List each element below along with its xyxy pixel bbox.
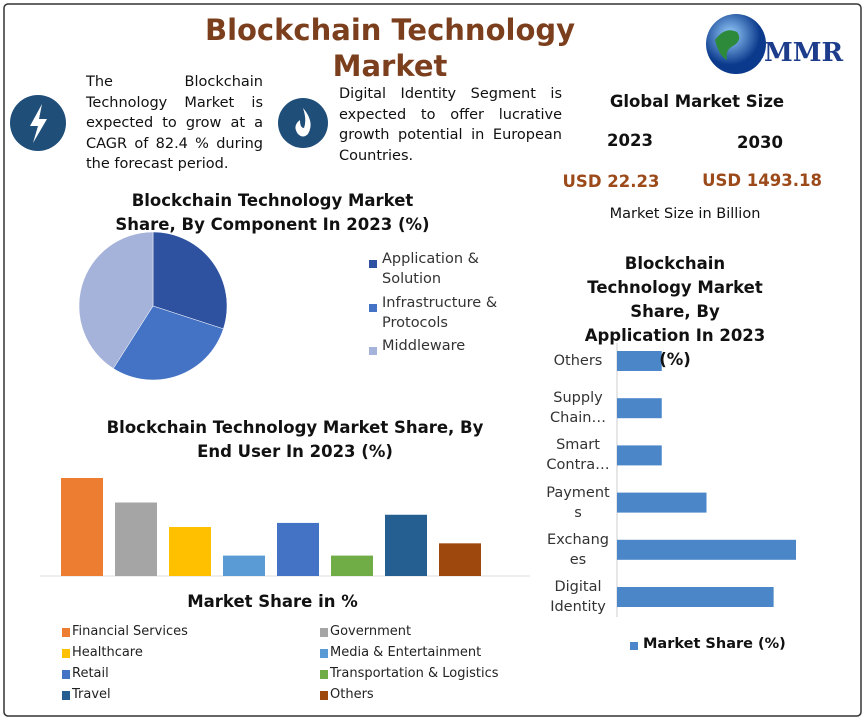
bar bbox=[617, 351, 662, 371]
logo-globe bbox=[706, 14, 766, 74]
bar bbox=[617, 492, 707, 513]
y-tick-label: Others bbox=[553, 353, 603, 369]
bar bbox=[223, 555, 265, 576]
legend-swatch bbox=[62, 670, 70, 679]
legend-label: Retail bbox=[72, 666, 109, 681]
bar bbox=[617, 539, 796, 560]
legend-label: Application & Solution bbox=[382, 251, 479, 287]
legend-swatch bbox=[320, 628, 328, 637]
legend-label: Healthcare bbox=[72, 645, 143, 660]
legend-label: Infrastructure & Protocols bbox=[382, 295, 498, 331]
legend-swatch bbox=[369, 347, 377, 355]
market-value: USD 22.23 bbox=[562, 172, 660, 191]
bar bbox=[617, 587, 774, 607]
chart-title: Blockchain Technology Market Share, By C… bbox=[115, 191, 430, 234]
legend-swatch bbox=[320, 649, 328, 658]
title: Blockchain Technology Market bbox=[204, 13, 576, 83]
legend-label: Media & Entertainment bbox=[330, 645, 482, 660]
pie-slice bbox=[113, 305, 224, 381]
bar bbox=[169, 527, 211, 576]
logo-land bbox=[715, 30, 740, 60]
legend-swatch bbox=[62, 649, 70, 658]
y-tick-label: Digital Identity bbox=[550, 579, 606, 615]
legend-label: Government bbox=[330, 624, 412, 639]
legend-label: Financial Services bbox=[72, 624, 188, 639]
legend-label: Others bbox=[330, 687, 374, 702]
legend-label: Market Share (%) bbox=[643, 636, 786, 652]
legend-label: Middleware bbox=[382, 338, 466, 354]
year: 2030 bbox=[737, 133, 783, 152]
y-tick-label: Payments bbox=[546, 484, 610, 521]
highlight: Digital Identity Segment is expected to … bbox=[339, 86, 562, 164]
legend-swatch bbox=[320, 691, 328, 700]
bar bbox=[115, 502, 157, 576]
bar bbox=[439, 543, 481, 576]
legend-swatch bbox=[630, 642, 638, 650]
legend-swatch bbox=[62, 628, 70, 637]
flame bbox=[295, 108, 311, 137]
pie-slice bbox=[152, 231, 228, 330]
market-note: Market Size in Billion bbox=[609, 206, 761, 222]
legend-swatch bbox=[320, 670, 328, 679]
legend-swatch bbox=[369, 260, 377, 268]
y-tick-label: Smart Contra… bbox=[546, 437, 610, 474]
legend-swatch bbox=[62, 691, 70, 700]
bar bbox=[385, 514, 427, 576]
bar bbox=[277, 522, 319, 576]
y-tick-label: Exchanges bbox=[547, 531, 609, 568]
x-axis-label: Market Share in % bbox=[187, 592, 358, 611]
logo-text: MMR bbox=[764, 38, 844, 68]
bar bbox=[617, 398, 662, 419]
bar bbox=[331, 555, 373, 576]
market-size-title: Global Market Size bbox=[609, 92, 785, 111]
pie-slice bbox=[78, 231, 154, 369]
market-value: USD 1493.18 bbox=[702, 171, 822, 190]
legend-label: Travel bbox=[72, 687, 111, 702]
legend-label: Transportation & Logistics bbox=[330, 666, 499, 681]
frame bbox=[3, 3, 862, 717]
bar bbox=[617, 445, 662, 466]
bolt bbox=[30, 104, 47, 143]
chart-title: Blockchain Technology Market Share, By E… bbox=[106, 418, 484, 461]
legend-swatch bbox=[369, 304, 377, 312]
chart-title: Blockchain Technology Market Share, By A… bbox=[584, 254, 766, 369]
highlight: The Blockchain Technology Market is expe… bbox=[86, 74, 263, 172]
year: 2023 bbox=[607, 131, 653, 150]
icon-flame bbox=[278, 98, 328, 148]
bar bbox=[61, 478, 103, 576]
y-tick-label: Supply Chain… bbox=[550, 390, 606, 427]
